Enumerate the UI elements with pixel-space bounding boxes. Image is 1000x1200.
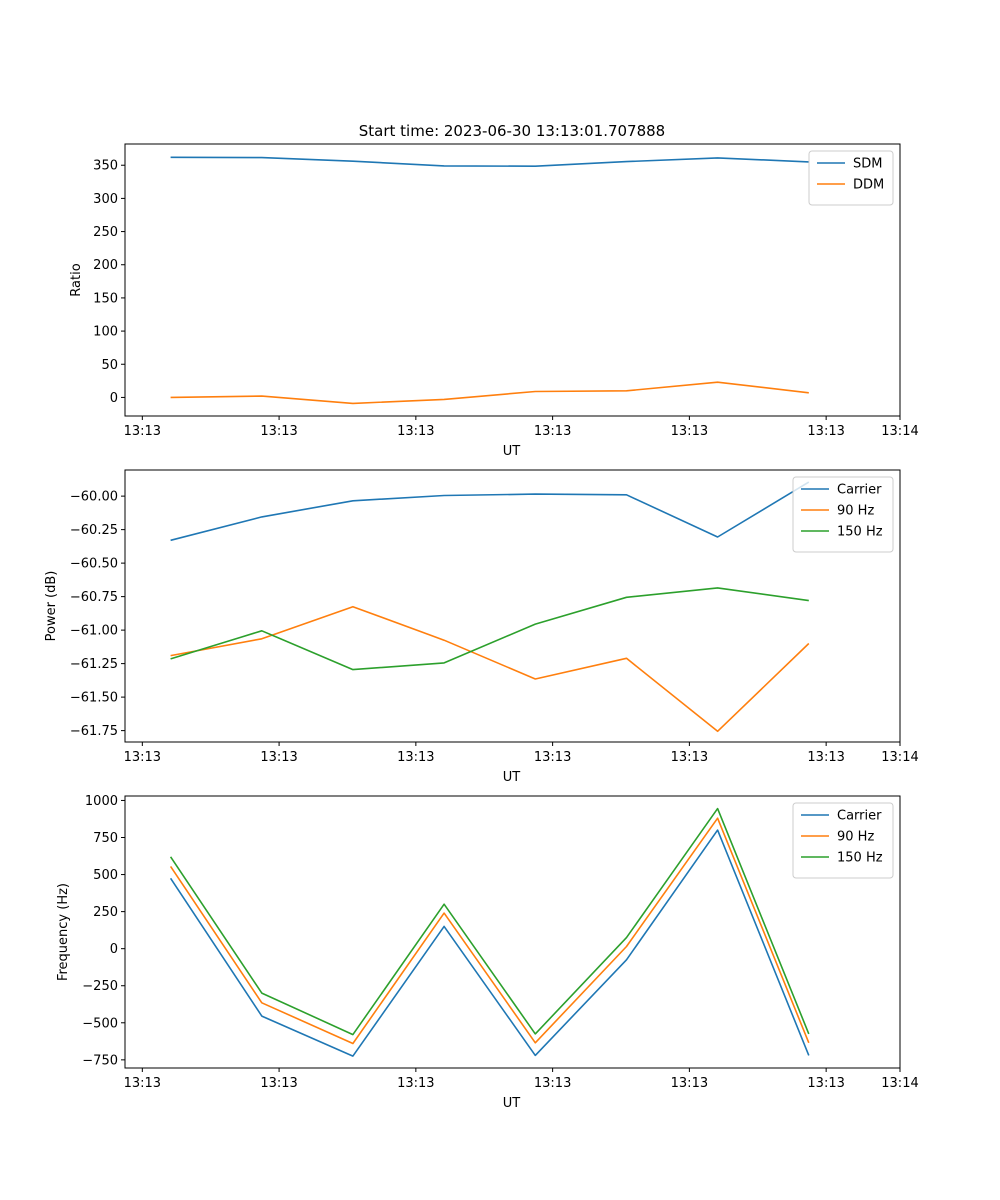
x-tick-label: 13:13 [671,1076,708,1091]
x-tick-label: 13:13 [807,750,844,765]
legend-box [792,476,894,553]
x-tick-label: 13:13 [534,1076,571,1091]
y-tick-label: 250 [93,225,118,240]
y-tick-label: −500 [82,1016,118,1031]
legend-label: 90 Hz [837,504,874,519]
x-axis-label: UT [503,444,521,459]
series-line-ddm [170,381,809,405]
legend-label: Carrier [837,483,882,498]
legend: Carrier 90 Hz 150 Hz [792,476,894,553]
x-tick-label: 13:13 [260,1076,297,1091]
y-tick-label: 0 [110,391,118,406]
x-tick-label: 13:13 [124,750,161,765]
y-tick-label: 0 [110,942,118,957]
y-tick-label: 750 [93,831,118,846]
x-tick-label: 13:13 [807,424,844,439]
legend-box [808,150,894,206]
y-tick-label: −60.25 [70,523,118,538]
y-tick-label: −60.75 [70,590,118,605]
x-axis-label: UT [503,1096,521,1111]
x-tick-label: 13:13 [260,424,297,439]
y-tick-label: 250 [93,905,118,920]
x-tick-label: 13:13 [260,750,297,765]
series-line-carrier [169,829,810,1057]
x-tick-label: 13:13 [124,424,161,439]
y-tick-label: −61.50 [70,691,118,706]
series-line-sdm [170,156,809,167]
x-tick-label: 13:14 [881,424,918,439]
series-line-carrier [170,481,810,542]
x-tick-label: 13:13 [807,1076,844,1091]
chart-panel-1: 13:13 13:13 13:13 13:13 13:13 13:13 13:14 0 50 10… [69,143,919,459]
axes-frame [124,143,901,417]
x-tick-label: 13:13 [397,424,434,439]
series-line-90-hz [170,605,810,733]
y-tick-label: 50 [101,358,118,373]
legend-box [792,802,894,879]
legend-label: 90 Hz [837,830,874,845]
figure-title: Start time: 2023-06-30 13:13:01.707888 [359,122,665,140]
x-tick-label: 13:13 [124,1076,161,1091]
legend-label: SDM [853,157,882,172]
y-tick-label: 350 [93,159,118,174]
x-tick-label: 13:13 [534,424,571,439]
legend: SDM DDM [808,150,894,206]
x-tick-label: 13:14 [881,1076,918,1091]
y-tick-label: −250 [82,979,118,994]
y-axis-label: Power (dB) [44,571,59,642]
y-tick-label: 100 [93,325,118,340]
x-tick-label: 13:13 [671,750,708,765]
y-tick-label: 500 [93,868,118,883]
legend-label: DDM [853,178,884,193]
legend-label: Carrier [837,809,882,824]
axes-frame [124,795,901,1069]
x-axis-label: UT [503,770,521,785]
y-tick-label: −750 [82,1053,118,1068]
chart-panel-2: 13:13 13:13 13:13 13:13 13:13 13:13 13:14 −61.7… [44,469,919,785]
legend-label: 150 Hz [837,851,883,866]
x-tick-label: 13:13 [671,424,708,439]
series-line-150-hz [170,587,809,671]
chart-panel-3: 13:13 13:13 13:13 13:13 13:13 13:13 13:14 −750 −… [56,794,919,1111]
y-tick-label: −60.00 [70,490,118,505]
x-tick-label: 13:13 [397,1076,434,1091]
y-tick-label: 200 [93,258,118,273]
y-tick-label: 300 [93,192,118,207]
y-tick-label: −61.75 [70,724,118,739]
y-tick-label: 1000 [85,794,118,809]
y-axis-label: Frequency (Hz) [56,883,71,981]
axes-frame [124,469,901,743]
y-tick-label: 150 [93,291,118,306]
legend-label: 150 Hz [837,525,883,540]
y-tick-label: −61.25 [70,657,118,672]
y-tick-label: −60.50 [70,557,118,572]
y-tick-label: −61.00 [70,624,118,639]
series-line-150-hz [169,807,810,1036]
x-tick-label: 13:13 [397,750,434,765]
legend: Carrier 90 Hz 150 Hz [792,802,894,879]
series-line-90-hz [169,817,810,1045]
x-tick-label: 13:14 [881,750,918,765]
x-tick-label: 13:13 [534,750,571,765]
y-axis-label: Ratio [69,263,84,296]
